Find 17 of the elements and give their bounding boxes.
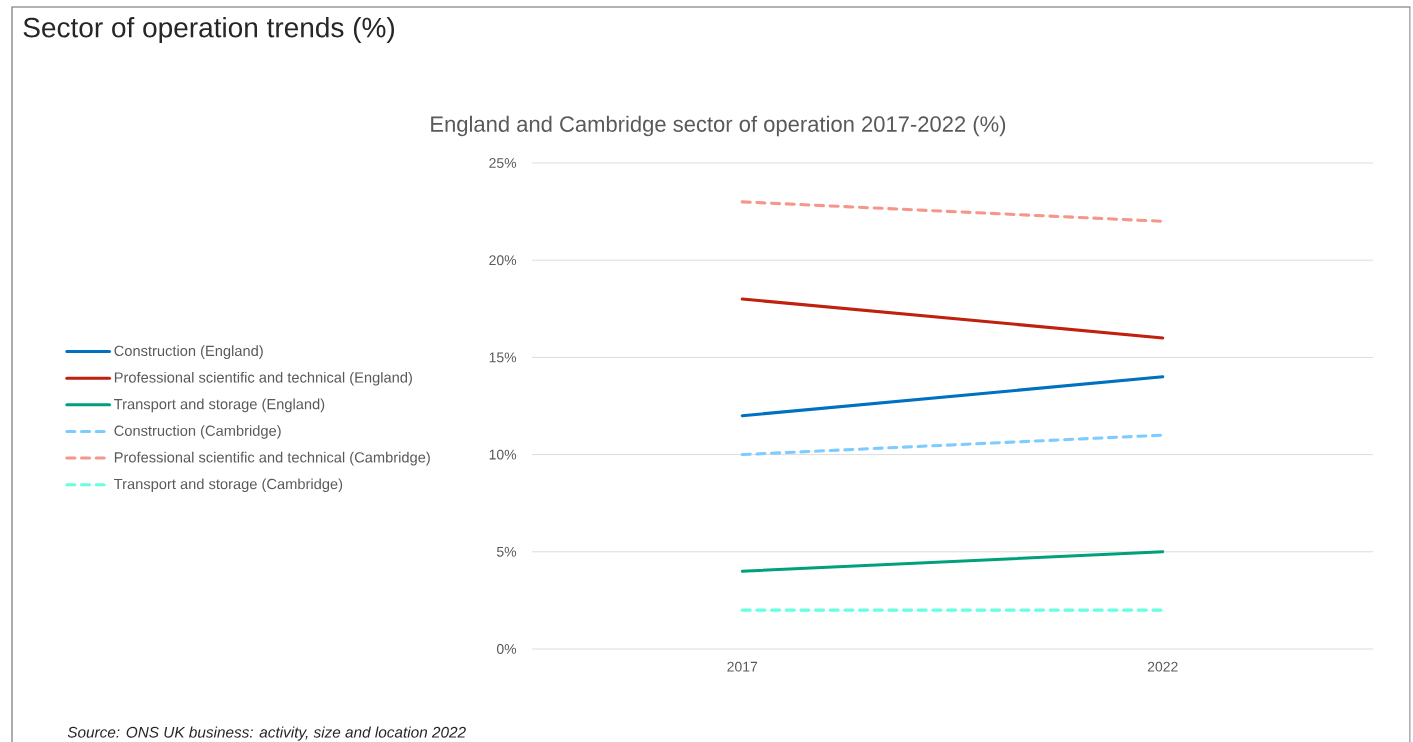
source-note: Source: ONS UK business: activity, size and location 2022 [67, 726, 466, 741]
legend-label: Construction (Cambridge) [114, 425, 281, 439]
x-tick-label: 2022 [1147, 661, 1178, 672]
legend-label: Professional scientific and technical (Cambridge) [114, 451, 430, 466]
legend-label: Transport and storage (Cambridge) [114, 478, 343, 493]
legend-label: Construction (England) [114, 345, 263, 359]
y-tick-label: 0% [496, 644, 517, 654]
chart-subtitle: England and Cambridge sector of operation 2017-2022 (%) [431, 115, 1006, 137]
text: Sector of operation trends (%) [23, 16, 394, 44]
y-tick-label: 15% [489, 352, 517, 363]
y-tick-label: 10% [489, 449, 517, 460]
y-tick-label: 5% [496, 546, 517, 557]
x-tick-label: 2017 [727, 661, 758, 672]
y-tick-label: 25% [489, 158, 517, 168]
legend-label: Professional scientific and technical (England) [114, 371, 412, 386]
legend-label: Transport and storage (England) [114, 398, 325, 413]
y-tick-label: 20% [489, 255, 517, 266]
